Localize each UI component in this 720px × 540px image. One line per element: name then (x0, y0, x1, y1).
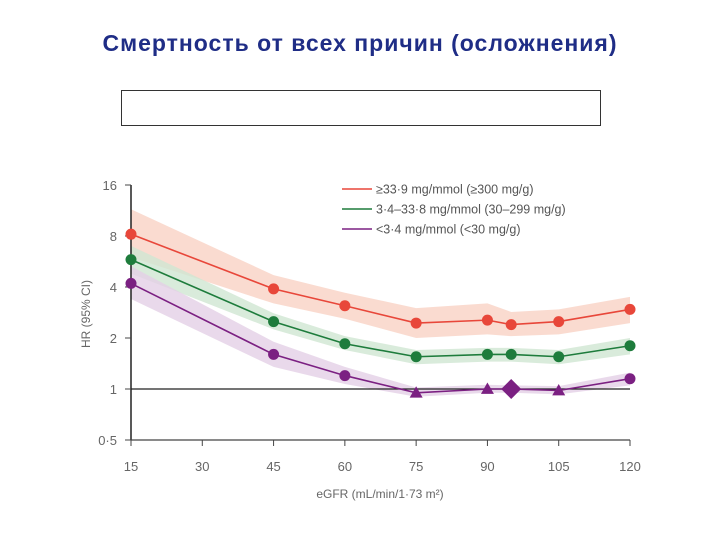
series-line-2 (130, 282, 631, 394)
data-point (268, 348, 280, 360)
data-point (553, 316, 565, 328)
x-tick-label: 30 (195, 459, 209, 474)
data-point (125, 254, 137, 266)
data-point (268, 283, 280, 295)
data-point (624, 373, 636, 385)
data-point (481, 348, 493, 360)
x-tick-label: 120 (619, 459, 641, 474)
y-tick-label: 1 (110, 382, 117, 397)
series-lines (130, 233, 631, 394)
y-tick-label: 16 (103, 178, 117, 193)
x-tick-label: 45 (266, 459, 280, 474)
empty-text-box (121, 90, 601, 126)
data-point (553, 351, 565, 363)
data-point (410, 351, 422, 363)
data-point (480, 382, 494, 394)
data-point (339, 300, 351, 312)
x-tick-label: 60 (338, 459, 352, 474)
data-point (410, 317, 422, 329)
x-axis-label: eGFR (mL/min/1·73 m²) (316, 487, 443, 501)
data-point (268, 316, 280, 328)
legend-label-2: <3·4 mg/mmol (<30 mg/g) (376, 223, 521, 237)
data-point (505, 319, 517, 331)
slide-title: Смертность от всех причин (осложнения) (102, 30, 618, 56)
series-line-1 (130, 258, 631, 358)
ci-bands (131, 209, 630, 397)
y-tick-label: 2 (110, 331, 117, 346)
data-point (505, 348, 517, 360)
legend-label-1: 3·4–33·8 mg/mmol (30–299 mg/g) (376, 203, 566, 217)
axes: 15 30 45 60 75 90 105 120 0·5 1 2 4 8 16 (98, 178, 641, 474)
series-line-0 (130, 233, 631, 326)
y-axis-label: HR (95% CI) (79, 280, 93, 348)
legend-label-0: ≥33·9 mg/mmol (≥300 mg/g) (376, 183, 534, 197)
data-point (481, 314, 493, 326)
data-point (125, 228, 137, 240)
ci-band-series-0 (131, 209, 630, 338)
y-tick-label: 4 (110, 280, 117, 295)
data-point (339, 370, 351, 382)
x-tick-label: 105 (548, 459, 570, 474)
ci-band-series-1 (131, 245, 630, 365)
data-point (624, 340, 636, 352)
y-tick-label: 0·5 (98, 433, 117, 448)
data-point (409, 386, 423, 398)
data-point (339, 338, 351, 350)
x-tick-label: 75 (409, 459, 423, 474)
ci-band-series-2 (131, 266, 630, 397)
legend: ≥33·9 mg/mmol (≥300 mg/g) 3·4–33·8 mg/mmo… (342, 183, 566, 237)
x-tick-label: 90 (480, 459, 494, 474)
data-point (624, 303, 636, 315)
series-markers (125, 228, 636, 399)
data-point (125, 277, 137, 289)
y-tick-label: 8 (110, 229, 117, 244)
x-tick-label: 15 (124, 459, 138, 474)
data-point (501, 379, 522, 399)
data-point (552, 383, 566, 396)
